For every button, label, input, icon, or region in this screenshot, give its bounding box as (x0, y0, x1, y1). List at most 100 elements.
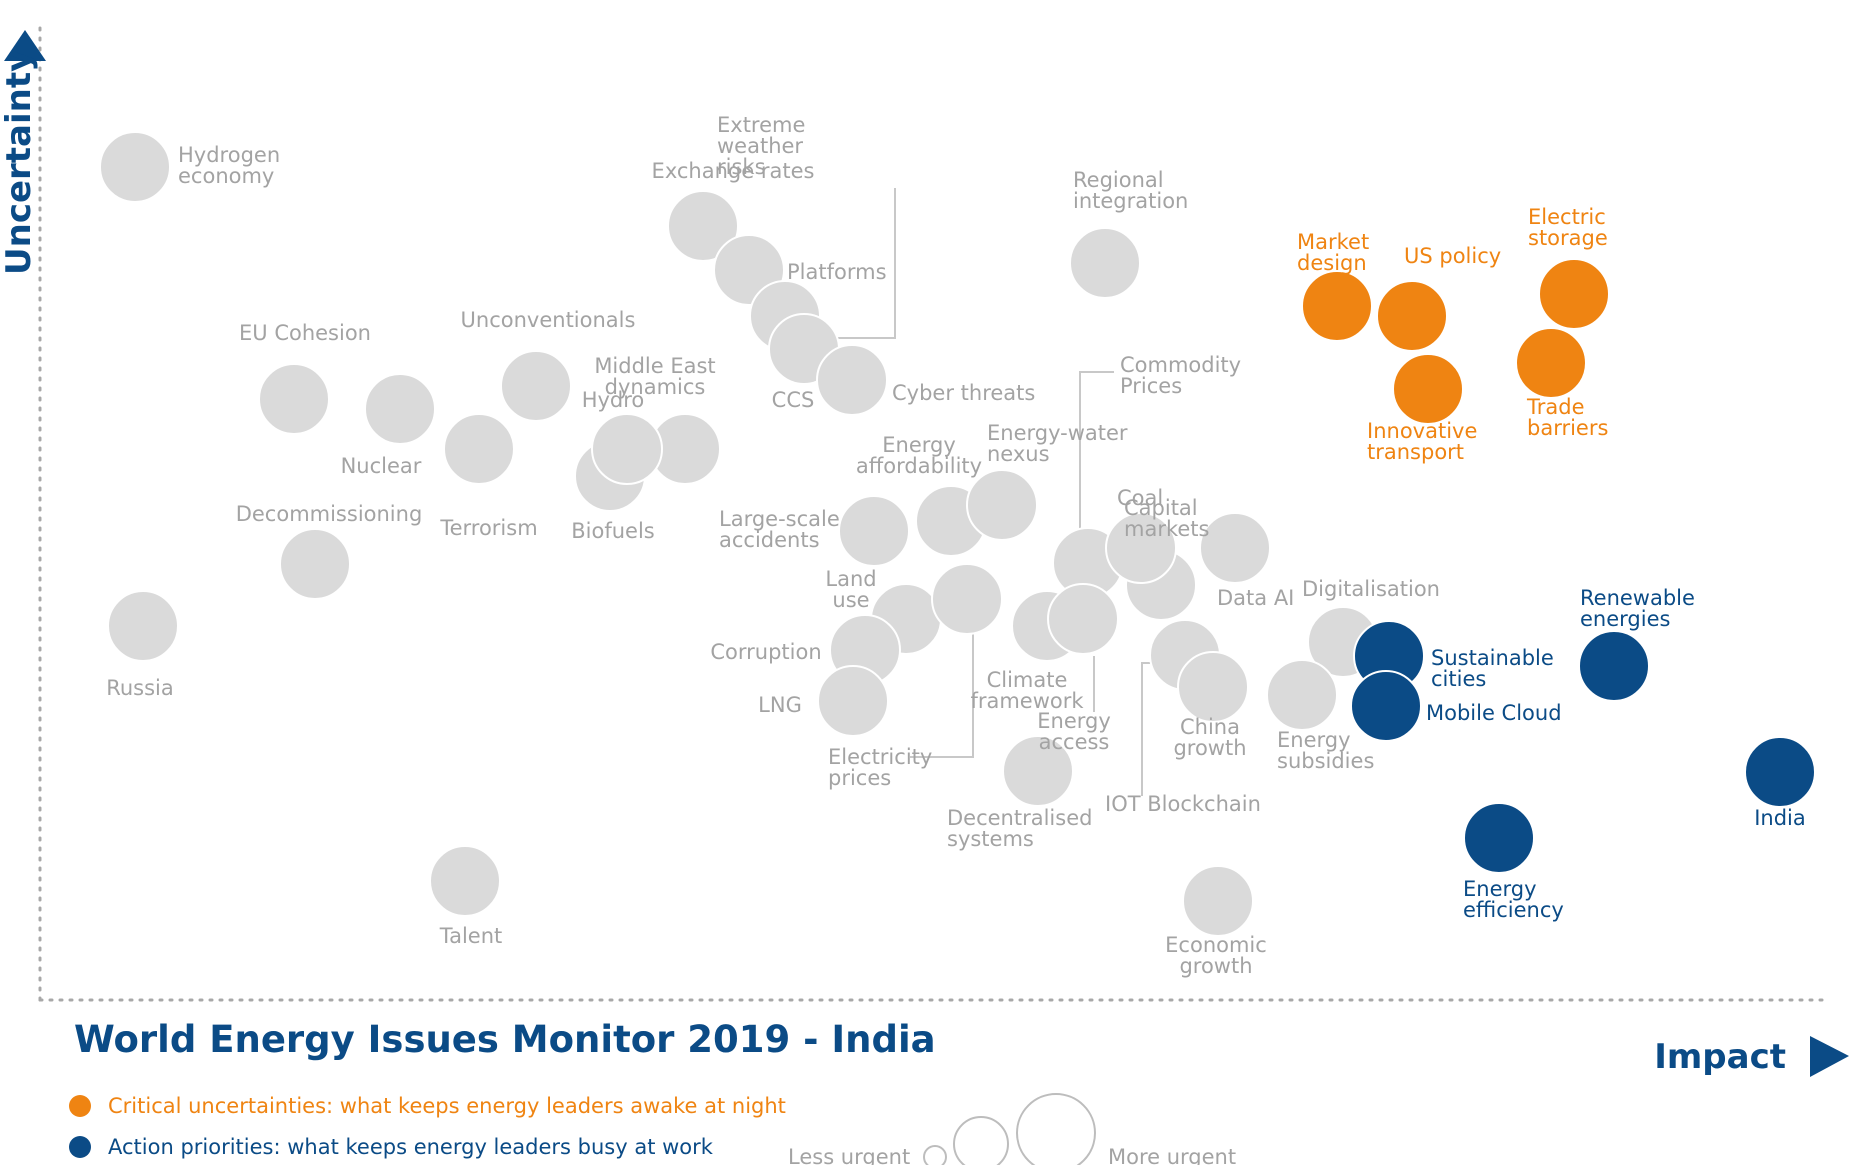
point-label-line: Platforms (787, 260, 887, 284)
point-unconventionals (500, 350, 572, 422)
point-india (1744, 736, 1816, 808)
point-label-line: use (832, 588, 869, 612)
point-label-line: markets (1124, 517, 1209, 541)
point-trade-barriers (1515, 327, 1587, 399)
point-label-line: Prices (1120, 374, 1182, 398)
point-label-data-ai: Data AI (1217, 586, 1294, 610)
point-china-growth (1177, 651, 1249, 723)
point-label-line: subsidies (1277, 749, 1374, 773)
point-label-line: transport (1367, 440, 1464, 464)
point-label-energy-subsidies: Energy subsidies (1277, 728, 1374, 773)
point-exchange-rates (667, 190, 739, 262)
point-label-electric-storage: Electric storage (1528, 205, 1608, 250)
point-label-line: Mobile Cloud (1426, 701, 1562, 725)
point-data-ai (1199, 512, 1271, 584)
point-label-line: Renewable (1580, 586, 1695, 610)
legend-size-large (1016, 1093, 1096, 1165)
point-label-line: Hydro (582, 388, 645, 412)
point-label-line: Economic (1165, 933, 1267, 957)
chart-title: World Energy Issues Monitor 2019 - India (74, 1018, 936, 1061)
legend-size-medium (953, 1116, 1009, 1165)
point-label-nuclear: Nuclear (341, 454, 422, 478)
legend-less-urgent-label: Less urgent (788, 1145, 910, 1165)
connector-electricity-prices (910, 633, 974, 758)
point-label-line: weather (717, 134, 803, 158)
point-label-lng: LNG (758, 693, 802, 717)
connector-commodity-prices (1079, 371, 1114, 531)
point-label-line: Large-scale (719, 507, 840, 531)
point-label-line: Biofuels (571, 519, 655, 543)
point-cyber-threats (816, 344, 888, 416)
point-label-commodity-prices: Commodity Prices (1120, 353, 1241, 398)
point-label-line: Data AI (1217, 586, 1294, 610)
point-label-line: cities (1431, 667, 1486, 691)
point-label-regional-integration: Regional integration (1073, 168, 1188, 213)
point-label-line: Nuclear (341, 454, 422, 478)
point-label-exchange-rates: Exchange rates (652, 159, 815, 183)
point-label-line: Trade (1526, 395, 1585, 419)
point-label-line: EU Cohesion (239, 321, 371, 345)
point-renewable-energies (1578, 630, 1650, 702)
point-russia (107, 590, 179, 662)
point-label-line: Terrorism (439, 516, 537, 540)
x-axis-title: Impact (1654, 1037, 1786, 1077)
point-label-line: economy (178, 164, 274, 188)
point-decommissioning (279, 528, 351, 600)
point-label-line: Russia (106, 676, 174, 700)
point-terrorism (443, 413, 515, 485)
point-label-corruption: Corruption (710, 640, 821, 664)
point-label-line: US policy (1404, 244, 1501, 268)
point-label-hydro: Hydro (582, 388, 645, 412)
point-label-unconventionals: Unconventionals (461, 308, 636, 332)
point-label-line: Electric (1528, 205, 1606, 229)
point-label-energy-access: Energy access (1037, 709, 1111, 754)
point-label-innovative-transport: Innovative transport (1367, 419, 1477, 464)
point-energy-water-nexus (966, 469, 1038, 541)
point-market-design (1301, 270, 1373, 342)
point-label-us-policy: US policy (1404, 244, 1501, 268)
point-electric-storage (1538, 258, 1610, 330)
legend-critical-marker (69, 1095, 91, 1117)
point-label-line: Exchange rates (652, 159, 815, 183)
point-label-decommissioning: Decommissioning (236, 502, 423, 526)
point-label-hydrogen-economy: Hydrogen economy (178, 143, 280, 188)
legend-action-marker (69, 1136, 91, 1158)
point-label-line: Innovative (1367, 419, 1477, 443)
y-axis-title: Uncertainty (0, 50, 39, 275)
point-label-line: barriers (1527, 416, 1608, 440)
point-label-line: systems (947, 827, 1034, 851)
point-label-line: Unconventionals (461, 308, 636, 332)
point-label-line: growth (1179, 954, 1252, 978)
connector-extreme-weather (832, 188, 896, 339)
point-label-extreme-weather-risks: Extreme weather risks (717, 113, 805, 179)
point-label-line: Energy (1037, 709, 1111, 733)
point-label-middle-east-dynamics: Middle East dynamics (594, 354, 715, 399)
point-label-india: India (1754, 806, 1806, 830)
point-label-land-use: Land use (825, 567, 876, 612)
point-label-ccs: CCS (772, 388, 815, 412)
point-hydro (591, 413, 663, 485)
point-regional-integration (1069, 227, 1141, 299)
point-label-line: Market (1297, 230, 1369, 254)
point-label-line: accidents (719, 528, 820, 552)
point-label-digitalisation: Digitalisation (1302, 577, 1440, 601)
point-large-scale-accidents (838, 495, 910, 567)
point-label-line: Decommissioning (236, 502, 423, 526)
point-label-line: Energy (1277, 728, 1351, 752)
point-eu-cohesion (258, 363, 330, 435)
point-coal (1105, 512, 1177, 584)
point-label-line: integration (1073, 189, 1188, 213)
point-label-coal: Coal (1117, 486, 1163, 510)
point-label-line: China (1180, 715, 1240, 739)
point-energy-access (1047, 583, 1119, 655)
y-axis-arrow-icon (4, 30, 46, 61)
point-label-line: Extreme (717, 113, 805, 137)
point-label-mobile-cloud: Mobile Cloud (1426, 701, 1562, 725)
point-label-china-growth: China growth (1173, 715, 1246, 760)
point-label-energy-efficiency: Energy efficiency (1463, 877, 1564, 922)
point-label-cyber-threats: Cyber threats (892, 381, 1035, 405)
legend-more-urgent-label: More urgent (1108, 1145, 1236, 1165)
connector-lines (832, 188, 1157, 796)
point-label-line: Energy (1463, 877, 1537, 901)
point-label-energy-water-nexus: Energy-water nexus (987, 421, 1128, 466)
